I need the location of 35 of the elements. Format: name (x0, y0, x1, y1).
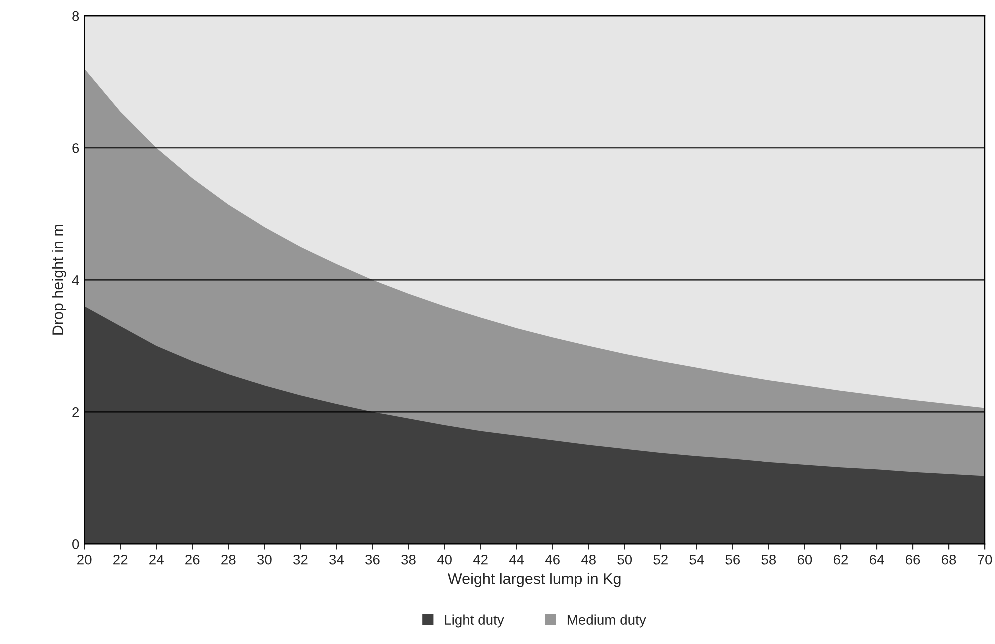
x-tick-label: 24 (150, 554, 164, 565)
x-tick-label: 48 (581, 554, 596, 565)
x-tick-label: 42 (473, 554, 488, 565)
x-tick-label: 68 (942, 554, 956, 565)
x-tick-label: 46 (545, 554, 560, 565)
x-tick-label: 70 (978, 554, 992, 565)
x-tick-label: 44 (509, 555, 524, 565)
y-axis-title: Drop height in m (52, 225, 66, 335)
x-axis-title: Weight largest lump in Kg (448, 573, 621, 588)
x-tick-label: 32 (293, 554, 308, 565)
x-tick-label: 26 (186, 554, 200, 565)
x-tick-label: 66 (906, 554, 920, 565)
x-tick-label: 40 (437, 554, 452, 565)
x-tick-label: 34 (330, 554, 344, 565)
y-tick-label: 4 (72, 276, 80, 286)
x-tick-label: 38 (402, 554, 416, 565)
y-tick-label: 8 (72, 11, 80, 22)
y-tick-label: 6 (72, 143, 80, 154)
x-tick-label: 20 (78, 554, 92, 565)
x-tick-label: 36 (366, 554, 380, 565)
x-tick-label: 56 (726, 554, 740, 565)
x-tick-label: 60 (798, 554, 812, 565)
x-tick-label: 50 (618, 554, 632, 565)
x-tick-label: 30 (257, 554, 272, 565)
x-tick-label: 54 (690, 555, 704, 565)
x-tick-label: 22 (114, 554, 128, 565)
x-tick-label: 62 (834, 554, 848, 565)
x-tick-label: 52 (654, 554, 668, 565)
y-tick-label: 0 (72, 540, 80, 550)
x-tick-label: 58 (762, 554, 776, 565)
y-tick-label: 2 (72, 407, 80, 418)
x-tick-label: 64 (870, 554, 884, 565)
x-tick-label: 28 (222, 554, 236, 565)
legend-label: Light duty (445, 614, 504, 628)
legend-label: Medium duty (568, 614, 646, 628)
